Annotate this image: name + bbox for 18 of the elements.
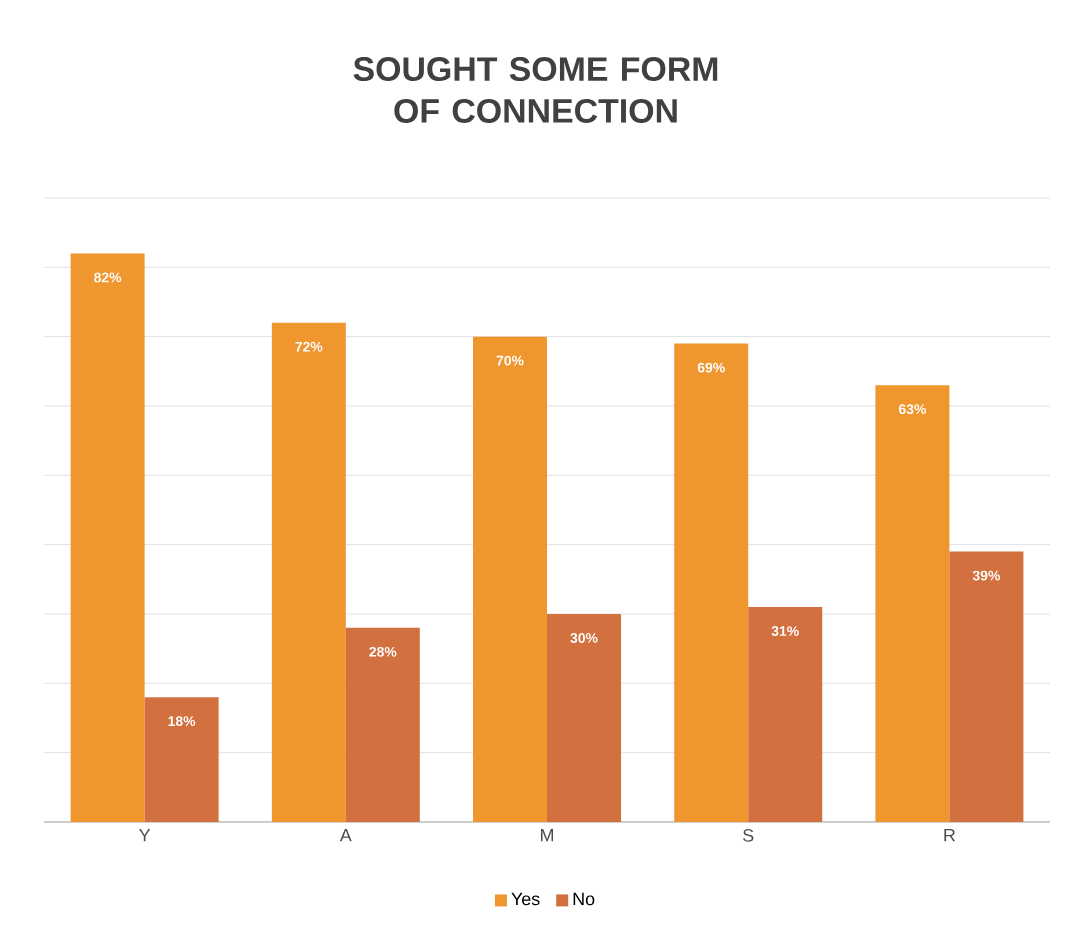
- x-tick-label: A: [339, 829, 352, 842]
- bar: [949, 551, 1024, 822]
- bar: [144, 697, 219, 822]
- x-tick-label: Y: [139, 829, 151, 842]
- bar: [473, 336, 548, 822]
- bar: [547, 613, 622, 822]
- bar: [875, 385, 950, 822]
- legend-label: Yes: [511, 892, 540, 906]
- bar: [271, 322, 346, 822]
- bar: [345, 627, 420, 822]
- bar: [748, 607, 823, 822]
- bar: [70, 253, 145, 822]
- x-tick-label: S: [743, 829, 754, 842]
- x-tick-label: R: [944, 829, 956, 842]
- chart-title: SOUGHT SOME FORM OF CONNECTION: [353, 57, 718, 123]
- x-tick-label: M: [541, 829, 554, 842]
- bar: [674, 343, 749, 822]
- legend-label: No: [573, 892, 595, 906]
